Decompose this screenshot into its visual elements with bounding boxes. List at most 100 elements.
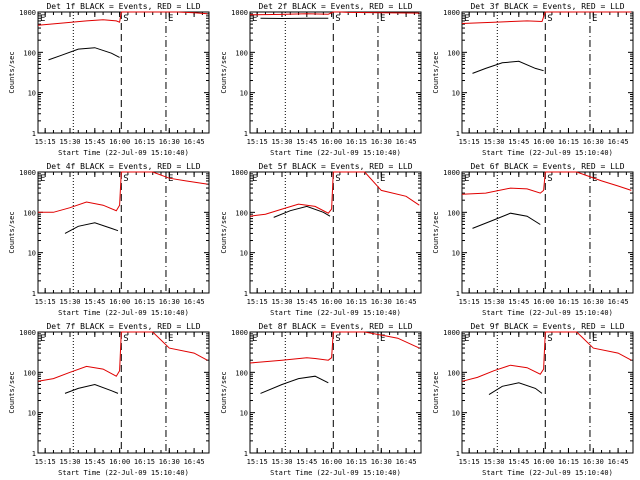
time-marker-label: E	[380, 14, 385, 24]
x-tick-label: 16:15	[134, 458, 155, 466]
x-tick-label: 15:45	[508, 138, 529, 146]
series-events-line	[48, 47, 120, 61]
x-tick-label: 15:30	[483, 458, 504, 466]
x-tick-label: 15:15	[247, 458, 268, 466]
x-tick-label: 16:45	[396, 298, 417, 306]
time-marker-label: E	[464, 174, 469, 184]
y-tick-label: 1	[456, 450, 460, 458]
y-tick-label: 1000	[443, 329, 460, 337]
y-tick-label: 100	[447, 369, 460, 377]
panel-det-4: Det 4f BLACK = Events, RED = LLD 1 10 100 10…	[8, 162, 210, 317]
y-tick-label: 100	[235, 369, 248, 377]
series-lld-line	[37, 11, 208, 26]
x-axis-label: Start Time (22-Jul-09 15:10:40)	[58, 469, 189, 477]
x-tick-label: 16:15	[558, 138, 579, 146]
y-tick-label: 1	[32, 130, 36, 138]
x-tick-label: 15:45	[508, 298, 529, 306]
y-tick-label: 10	[240, 90, 248, 98]
x-tick-label: 16:30	[583, 138, 604, 146]
x-tick-label: 15:15	[459, 458, 480, 466]
x-tick-label: 15:15	[459, 138, 480, 146]
x-tick-label: 15:45	[296, 458, 317, 466]
x-tick-label: 16:45	[608, 458, 629, 466]
y-axis-label: Counts/sec	[220, 371, 228, 413]
panel-det-3: Det 3f BLACK = Events, RED = LLD 1 10 100 10…	[432, 2, 634, 157]
panel-title: Det 2f BLACK = Events, RED = LLD	[258, 2, 412, 11]
y-tick-label: 10	[28, 410, 36, 418]
panel-det-6: Det 6f BLACK = Events, RED = LLD 1 10 100 10…	[432, 162, 634, 317]
x-tick-label: 15:30	[59, 458, 80, 466]
x-tick-label: 16:30	[583, 298, 604, 306]
y-tick-label: 1	[244, 290, 248, 298]
series-lld-line	[249, 331, 420, 364]
x-tick-label: 15:15	[247, 138, 268, 146]
panel-title: Det 8f BLACK = Events, RED = LLD	[258, 322, 412, 331]
x-tick-label: 15:45	[84, 298, 105, 306]
x-tick-label: 15:30	[271, 138, 292, 146]
y-tick-label: 1	[32, 290, 36, 298]
x-tick-label: 15:15	[459, 298, 480, 306]
panel-det-8: Det 8f BLACK = Events, RED = LLD 1 10 100 10…	[220, 322, 422, 477]
x-axis-label: Start Time (22-Jul-09 15:10:40)	[270, 469, 401, 477]
x-tick-label: 16:00	[533, 298, 554, 306]
x-tick-label: 16:45	[184, 458, 205, 466]
time-marker-label: E	[252, 14, 257, 24]
x-tick-label: 15:15	[247, 298, 268, 306]
y-axis-label: Counts/sec	[8, 51, 16, 93]
time-marker-label: S	[335, 14, 340, 24]
x-tick-label: 16:15	[558, 458, 579, 466]
time-marker-label: E	[252, 174, 257, 184]
y-tick-label: 1000	[443, 9, 460, 17]
y-axis-label: Counts/sec	[432, 51, 440, 93]
x-tick-label: 15:30	[271, 458, 292, 466]
time-marker-label: E	[380, 174, 385, 184]
y-tick-label: 10	[240, 250, 248, 258]
x-tick-label: 16:00	[533, 138, 554, 146]
y-tick-label: 1	[456, 290, 460, 298]
x-tick-label: 16:15	[346, 458, 367, 466]
time-marker-label: E	[464, 14, 469, 24]
series-lld-line	[249, 11, 420, 16]
panel-det-9: Det 9f BLACK = Events, RED = LLD 1 10 100 10…	[432, 322, 634, 477]
y-tick-label: 1000	[19, 169, 36, 177]
time-marker-label: S	[123, 174, 128, 184]
x-tick-label: 15:45	[296, 298, 317, 306]
time-marker-label: E	[40, 174, 45, 184]
y-axis-label: Counts/sec	[220, 51, 228, 93]
time-marker-label: S	[335, 174, 340, 184]
y-tick-label: 100	[23, 49, 36, 57]
y-tick-label: 100	[23, 369, 36, 377]
x-tick-label: 16:45	[184, 138, 205, 146]
x-tick-label: 16:15	[346, 298, 367, 306]
panel-title: Det 6f BLACK = Events, RED = LLD	[470, 162, 624, 171]
y-tick-label: 1000	[231, 329, 248, 337]
time-marker-label: E	[592, 174, 597, 184]
panel-title: Det 5f BLACK = Events, RED = LLD	[258, 162, 412, 171]
y-tick-label: 1	[32, 450, 36, 458]
y-tick-label: 100	[235, 49, 248, 57]
panel-det-7: Det 7f BLACK = Events, RED = LLD 1 10 100 10…	[8, 322, 210, 477]
y-axis-label: Counts/sec	[8, 211, 16, 253]
series-events-line	[64, 222, 119, 234]
y-axis-label: Counts/sec	[8, 371, 16, 413]
y-tick-label: 100	[23, 209, 36, 217]
x-tick-label: 16:30	[159, 458, 180, 466]
y-tick-label: 1000	[231, 169, 248, 177]
x-tick-label: 16:45	[396, 458, 417, 466]
time-marker-label: E	[168, 334, 173, 344]
x-tick-label: 15:30	[271, 298, 292, 306]
time-marker-label: E	[168, 14, 173, 24]
series-events-line	[488, 382, 543, 396]
x-tick-label: 16:30	[159, 298, 180, 306]
time-marker-label: E	[464, 334, 469, 344]
x-tick-label: 16:30	[371, 458, 392, 466]
series-events-line	[260, 375, 329, 394]
x-tick-label: 16:00	[109, 298, 130, 306]
series-lld-line	[461, 331, 632, 382]
time-marker-label: S	[335, 334, 340, 344]
x-tick-label: 15:30	[483, 138, 504, 146]
y-tick-label: 1000	[19, 329, 36, 337]
x-tick-label: 16:15	[346, 138, 367, 146]
x-tick-label: 16:45	[608, 138, 629, 146]
x-axis-label: Start Time (22-Jul-09 15:10:40)	[482, 309, 613, 317]
